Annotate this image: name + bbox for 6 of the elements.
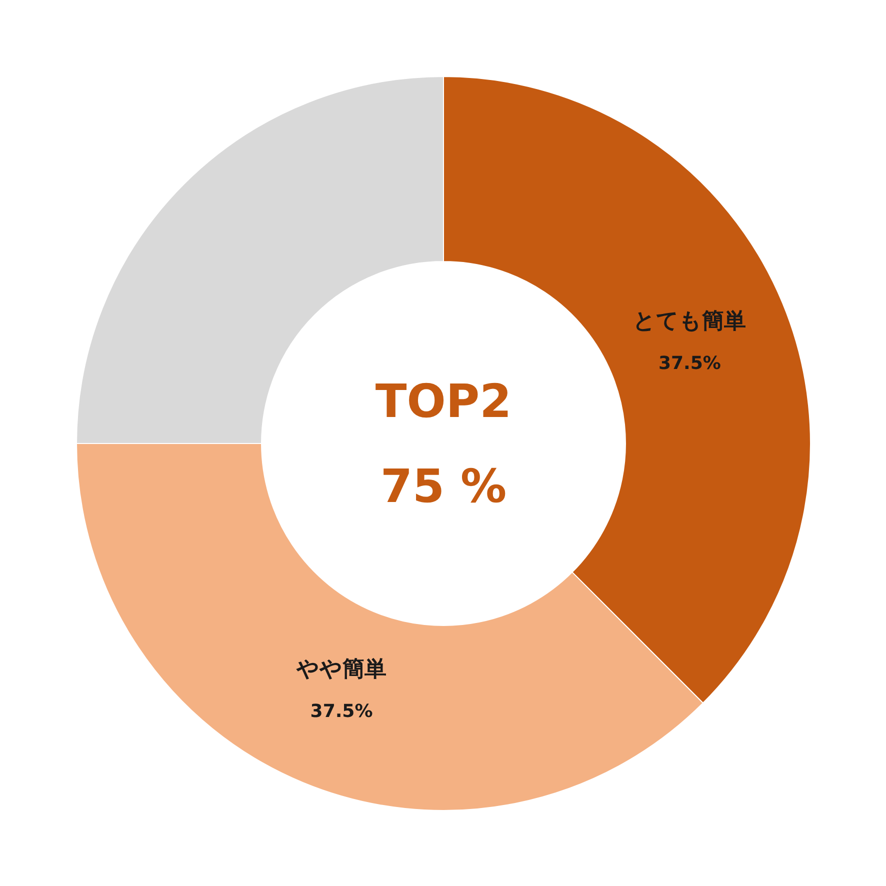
slice-label: とても簡単 [633,309,746,334]
text: 75 % [380,459,507,513]
slice-label: やや簡単 [296,657,387,682]
data-label: 37.5% [658,353,721,374]
text: TOP2 [375,374,512,428]
data-label: 37.5% [310,701,373,722]
